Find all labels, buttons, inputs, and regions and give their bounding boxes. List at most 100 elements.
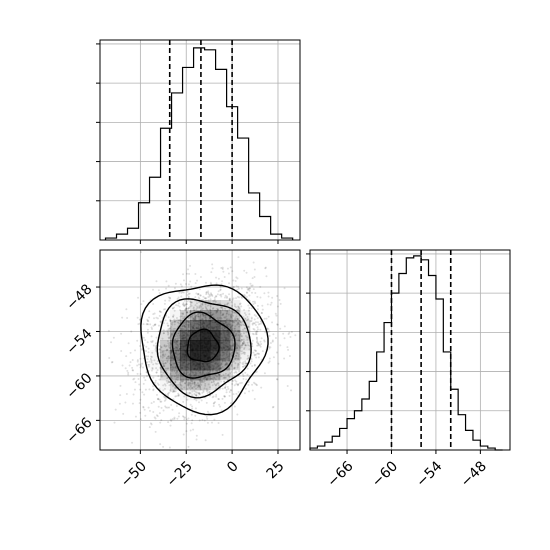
scatter-point [178, 336, 181, 339]
scatter-point [239, 347, 242, 350]
scatter-point [240, 334, 243, 337]
scatter-point [155, 342, 158, 345]
scatter-point [171, 391, 174, 394]
scatter-point [233, 327, 236, 330]
scatter-point [187, 320, 190, 323]
scatter-point [242, 377, 245, 380]
scatter-point [228, 390, 231, 393]
scatter-point [195, 434, 198, 437]
scatter-point [237, 353, 240, 356]
scatter-point [200, 383, 203, 386]
scatter-point [189, 310, 192, 313]
scatter-point [168, 347, 171, 350]
scatter-point [177, 322, 180, 325]
scatter-point [230, 316, 233, 319]
scatter-point [258, 353, 261, 356]
scatter-point [230, 316, 233, 319]
scatter-point [221, 360, 224, 363]
scatter-point [155, 414, 158, 417]
scatter-point [137, 296, 140, 299]
scatter-point [254, 333, 257, 336]
scatter-point [238, 330, 241, 333]
scatter-point [255, 356, 258, 359]
scatter-point [205, 293, 208, 296]
density-cell [240, 340, 251, 351]
density-cell [230, 350, 241, 361]
scatter-point [234, 280, 237, 283]
scatter-point [190, 422, 193, 425]
scatter-point [289, 335, 292, 338]
scatter-point [230, 354, 233, 357]
scatter-point [193, 383, 196, 386]
scatter-point [177, 302, 180, 305]
scatter-point [185, 320, 188, 323]
scatter-point [218, 377, 221, 380]
scatter-point [170, 357, 173, 360]
scatter-point [167, 332, 170, 335]
scatter-point [174, 342, 177, 345]
scatter-point [250, 284, 253, 287]
scatter-point [219, 288, 222, 291]
scatter-point [150, 369, 153, 372]
scatter-point [244, 344, 247, 347]
scatter-point [164, 362, 167, 365]
scatter-point [179, 283, 182, 286]
scatter-point [225, 391, 228, 394]
density-cell [180, 340, 191, 351]
scatter-point [213, 382, 216, 385]
scatter-point [151, 327, 154, 330]
scatter-point [248, 306, 251, 309]
scatter-point [173, 318, 176, 321]
scatter-point [235, 343, 238, 346]
scatter-point [247, 318, 250, 321]
scatter-point [188, 373, 191, 376]
scatter-point [173, 320, 176, 323]
scatter-point [173, 390, 176, 393]
scatter-point [173, 323, 176, 326]
scatter-point [209, 298, 212, 301]
scatter-point [186, 311, 189, 314]
scatter-point [226, 368, 229, 371]
scatter-point [170, 350, 173, 353]
scatter-point [254, 291, 257, 294]
scatter-point [182, 303, 185, 306]
scatter-point [186, 384, 189, 387]
scatter-point [165, 344, 168, 347]
scatter-point [247, 326, 250, 329]
scatter-point [185, 418, 188, 421]
scatter-point [198, 288, 201, 291]
scatter-point [191, 378, 194, 381]
scatter-point [232, 311, 235, 314]
scatter-point [147, 406, 150, 409]
scatter-point [239, 361, 242, 364]
scatter-point [241, 323, 244, 326]
density-cell [240, 320, 251, 331]
scatter-point [233, 320, 236, 323]
scatter-point [238, 331, 241, 334]
scatter-point [229, 373, 232, 376]
density-cell [220, 340, 231, 351]
scatter-point [177, 394, 180, 397]
scatter-point [259, 340, 262, 343]
scatter-point [248, 287, 251, 290]
scatter-point [251, 332, 254, 335]
scatter-frame [99, 249, 301, 451]
scatter-point [238, 310, 241, 313]
scatter-point [276, 323, 279, 326]
scatter-point [157, 398, 160, 401]
scatter-point [204, 281, 207, 284]
scatter-point [232, 345, 235, 348]
scatter-point [178, 358, 181, 361]
scatter-point [212, 306, 215, 309]
scatter-point [157, 383, 160, 386]
scatter-point [169, 296, 172, 299]
scatter-point [248, 299, 251, 302]
scatter-point [168, 327, 171, 330]
scatter-point [183, 395, 186, 398]
scatter-point [209, 370, 212, 373]
scatter-point [259, 344, 262, 347]
scatter-point [162, 332, 165, 335]
scatter-point [239, 382, 242, 385]
scatter-point [201, 380, 204, 383]
scatter-point [260, 342, 263, 345]
